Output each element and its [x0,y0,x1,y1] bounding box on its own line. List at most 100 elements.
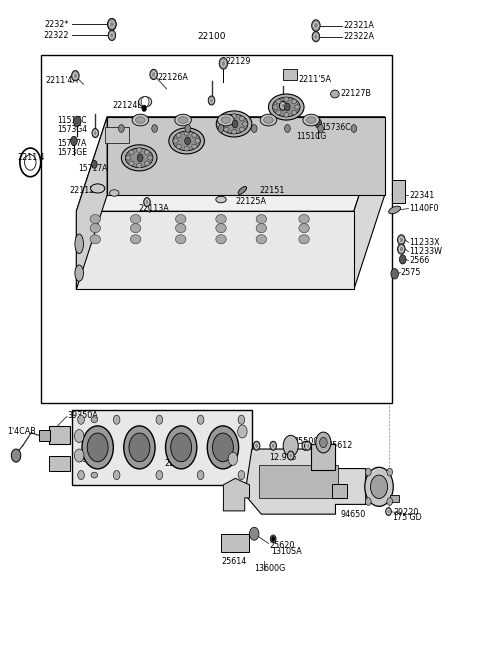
Circle shape [185,125,191,133]
Text: 22341: 22341 [409,191,434,200]
Circle shape [270,535,276,543]
Ellipse shape [216,223,226,233]
Circle shape [283,436,298,456]
Circle shape [197,470,204,480]
Circle shape [302,442,309,450]
Text: 39351: 39351 [78,455,103,464]
Ellipse shape [176,133,181,138]
Circle shape [144,198,150,207]
Circle shape [207,426,239,469]
Ellipse shape [389,206,401,214]
Ellipse shape [276,110,281,115]
Text: 25614: 25614 [221,556,246,566]
Ellipse shape [169,128,204,154]
Ellipse shape [90,223,100,233]
Circle shape [12,449,21,462]
Text: 22124B: 22124B [112,101,143,110]
Circle shape [113,415,120,424]
Bar [283,69,297,79]
Circle shape [119,125,124,133]
Text: 25500A: 25500A [293,437,324,445]
Bar [105,127,129,143]
Circle shape [218,125,224,133]
Circle shape [78,470,84,480]
Circle shape [271,536,275,541]
Text: 2211'5A: 2211'5A [298,75,331,84]
Text: 22126A: 22126A [157,72,188,81]
Circle shape [108,18,116,30]
Circle shape [129,433,150,462]
Circle shape [387,497,393,505]
Ellipse shape [224,127,229,132]
Text: 15736C: 15736C [322,124,351,132]
Circle shape [312,20,320,32]
Text: 1151CG: 1151CG [296,132,326,141]
Ellipse shape [256,235,266,244]
Text: 2566: 2566 [409,256,430,265]
Ellipse shape [231,129,237,134]
Ellipse shape [264,117,273,124]
Bar [332,484,347,498]
Ellipse shape [217,114,234,126]
Text: 11233X: 11233X [409,238,440,247]
Ellipse shape [91,472,97,478]
Ellipse shape [136,117,145,124]
Circle shape [365,467,393,507]
Text: 1310SA: 1310SA [271,547,301,556]
Circle shape [74,449,84,462]
Polygon shape [76,117,384,212]
Circle shape [397,235,405,245]
Circle shape [318,125,324,133]
Ellipse shape [179,117,188,124]
Circle shape [279,101,286,110]
Circle shape [137,154,143,162]
Text: 12.9-G: 12.9-G [269,453,296,462]
Circle shape [351,125,357,133]
Circle shape [171,433,192,462]
Bar [49,426,70,444]
Circle shape [270,442,276,450]
Circle shape [365,497,371,505]
Ellipse shape [176,144,181,148]
Ellipse shape [129,161,134,166]
Ellipse shape [173,131,200,150]
Ellipse shape [195,139,200,143]
Bar [72,410,252,485]
Text: 22322A: 22322A [343,32,374,41]
Circle shape [92,160,97,168]
Ellipse shape [91,417,97,422]
Ellipse shape [90,214,100,223]
Circle shape [74,430,84,443]
Text: 25620: 25620 [269,541,295,550]
Text: 22321A: 22321A [343,21,374,30]
Text: 22322: 22322 [44,31,69,40]
Ellipse shape [147,156,153,160]
Ellipse shape [331,90,339,98]
Polygon shape [223,478,250,511]
Text: 39350A: 39350A [68,411,98,420]
Ellipse shape [131,235,141,244]
Circle shape [391,269,398,279]
Circle shape [166,426,197,469]
Polygon shape [107,117,384,195]
Circle shape [78,415,84,424]
Text: 175'GD: 175'GD [392,513,421,522]
Text: 39220: 39220 [393,508,419,516]
Ellipse shape [220,114,248,134]
Text: 25612: 25612 [327,442,353,450]
Circle shape [320,438,327,447]
Ellipse shape [216,196,226,203]
Circle shape [152,125,157,133]
Ellipse shape [129,150,134,154]
Circle shape [72,70,79,81]
Text: 94650: 94650 [340,510,366,518]
Text: 22112A: 22112A [69,186,100,195]
Ellipse shape [184,147,189,151]
Circle shape [87,433,108,462]
Circle shape [288,451,294,460]
Ellipse shape [90,235,100,244]
Ellipse shape [125,148,153,168]
Ellipse shape [273,97,300,117]
Text: 15717A: 15717A [57,139,87,148]
Ellipse shape [239,116,244,121]
